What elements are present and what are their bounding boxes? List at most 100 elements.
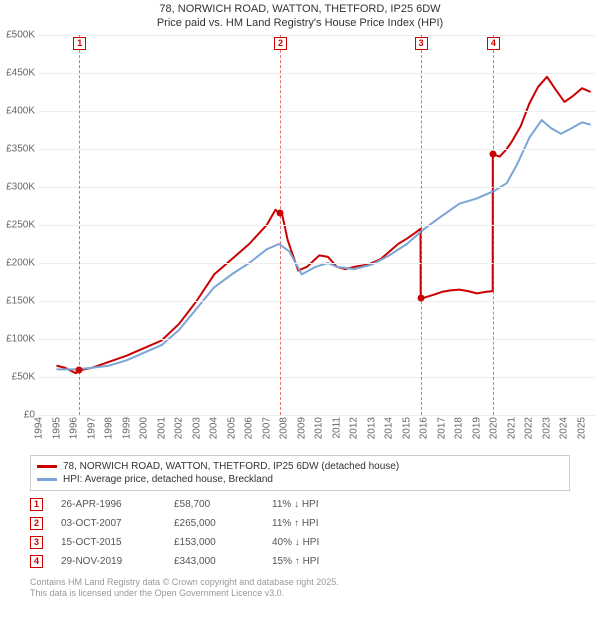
grid-line [39,149,596,150]
y-tick-label: £450K [6,67,35,78]
disclaimer-line1: Contains HM Land Registry data © Crown c… [30,577,570,589]
y-tick-label: £400K [6,105,35,116]
x-tick-label: 2020 [489,417,500,439]
x-tick-label: 2024 [559,417,570,439]
y-tick-label: £300K [6,181,35,192]
x-tick-label: 2016 [419,417,430,439]
marker-box: 3 [415,37,428,50]
x-tick-label: 2000 [139,417,150,439]
x-tick-label: 2009 [296,417,307,439]
x-tick-label: 2003 [191,417,202,439]
y-tick-label: £200K [6,257,35,268]
sales-hpi: 11% ↑ HPI [272,518,362,529]
x-tick-label: 1995 [51,417,62,439]
title-block: 78, NORWICH ROAD, WATTON, THETFORD, IP25… [0,0,600,35]
x-tick-label: 2001 [156,417,167,439]
x-tick-label: 2012 [349,417,360,439]
sales-marker: 2 [30,517,43,530]
grid-line [39,377,596,378]
chart-area: £0£50K£100K£150K£200K£250K£300K£350K£400… [39,35,596,415]
grid-line [39,225,596,226]
disclaimer: Contains HM Land Registry data © Crown c… [30,577,570,600]
x-tick-label: 2008 [279,417,290,439]
marker-vline [421,35,422,415]
x-tick-label: 2007 [261,417,272,439]
plot-region: 1 2 3 4 [39,35,596,415]
grid-line [39,263,596,264]
x-tick-label: 2015 [401,417,412,439]
sales-row: 1 26-APR-1996 £58,700 11% ↓ HPI [30,495,570,514]
x-tick-label: 2025 [576,417,587,439]
y-tick-label: £350K [6,143,35,154]
x-tick-label: 2022 [524,417,535,439]
marker-vline [79,35,80,415]
sales-marker: 4 [30,555,43,568]
x-tick-label: 2019 [471,417,482,439]
grid-line [39,187,596,188]
legend: 78, NORWICH ROAD, WATTON, THETFORD, IP25… [30,455,570,491]
y-tick-label: £100K [6,333,35,344]
marker-vline [280,35,281,415]
sales-hpi: 11% ↓ HPI [272,499,362,510]
x-tick-label: 1994 [34,417,45,439]
title-subtitle: Price paid vs. HM Land Registry's House … [8,16,592,30]
sales-table: 1 26-APR-1996 £58,700 11% ↓ HPI 2 03-OCT-2007… [30,495,570,571]
marker-box: 2 [274,37,287,50]
y-tick-label: £500K [6,29,35,40]
marker-box: 4 [487,37,500,50]
sales-row: 429-NOV-2019£343,00015% ↑ HPI [30,552,570,571]
y-axis-labels: £0£50K£100K£150K£200K£250K£300K£350K£400… [0,35,37,415]
sales-marker: 3 [30,536,43,549]
sales-price: £58,700 [174,499,254,510]
x-tick-label: 1996 [69,417,80,439]
sales-row: 203-OCT-2007£265,00011% ↑ HPI [30,514,570,533]
sales-date: 26-APR-1996 [61,499,156,510]
y-tick-label: £150K [6,295,35,306]
marker-vline [493,35,494,415]
legend-swatch-price-paid [37,465,57,468]
sales-date: 29-NOV-2019 [61,556,156,567]
marker-box: 1 [73,37,86,50]
sales-row: 3 15-OCT-2015 £153,000 40% ↓ HPI [30,533,570,552]
x-tick-label: 2006 [244,417,255,439]
x-tick-label: 2023 [541,417,552,439]
marker-dot [277,210,284,217]
x-tick-label: 1998 [104,417,115,439]
y-tick-label: £250K [6,219,35,230]
sales-price: £153,000 [174,537,254,548]
sales-hpi: 40% ↓ HPI [272,537,362,548]
x-axis-labels: 1994199519961997199819992000200120022003… [39,415,596,449]
marker-dot [417,295,424,302]
x-tick-label: 2013 [366,417,377,439]
grid-line [39,35,596,36]
x-tick-label: 2011 [331,417,342,439]
title-address: 78, NORWICH ROAD, WATTON, THETFORD, IP25… [8,2,592,16]
grid-line [39,339,596,340]
series-hpi [57,120,591,369]
x-tick-label: 2004 [209,417,220,439]
x-tick-label: 2005 [226,417,237,439]
disclaimer-line2: This data is licensed under the Open Gov… [30,588,570,600]
legend-row-hpi: HPI: Average price, detached house, Brec… [37,473,563,486]
sales-date: 15-OCT-2015 [61,537,156,548]
grid-line [39,111,596,112]
x-tick-label: 2017 [436,417,447,439]
grid-line [39,73,596,74]
x-tick-label: 2021 [506,417,517,439]
legend-row-price-paid: 78, NORWICH ROAD, WATTON, THETFORD, IP25… [37,460,563,473]
x-tick-label: 2014 [384,417,395,439]
x-tick-label: 2002 [174,417,185,439]
legend-label-hpi: HPI: Average price, detached house, Brec… [63,474,273,485]
legend-label-price-paid: 78, NORWICH ROAD, WATTON, THETFORD, IP25… [63,461,399,472]
sales-date: 03-OCT-2007 [61,518,156,529]
grid-line [39,301,596,302]
x-tick-label: 1997 [86,417,97,439]
marker-dot [489,150,496,157]
x-tick-label: 2010 [314,417,325,439]
x-tick-label: 2018 [454,417,465,439]
sales-marker: 1 [30,498,43,511]
y-tick-label: £50K [12,371,35,382]
legend-swatch-hpi [37,478,57,481]
marker-dot [76,366,83,373]
sales-hpi: 15% ↑ HPI [272,556,362,567]
